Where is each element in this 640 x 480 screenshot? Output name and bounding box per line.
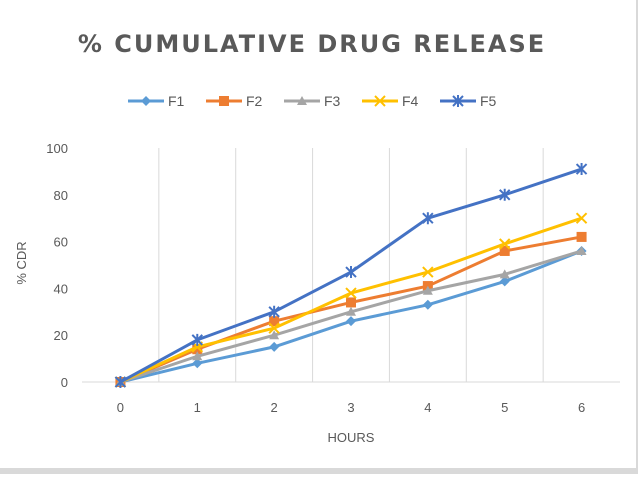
data-point [269,316,280,327]
y-tick-label: 60 [54,235,68,250]
x-tick-label: 6 [578,400,585,415]
y-axis-ticks: 0 20 40 60 80 100 [46,141,68,390]
y-tick-label: 80 [54,188,68,203]
legend-item: F4 [362,93,419,109]
data-point [346,306,356,316]
data-point [191,333,203,346]
data-point [499,238,511,250]
data-point [268,305,280,318]
x-tick-label: 2 [271,400,278,415]
series-layer [114,163,588,388]
data-point [269,341,280,352]
x-tick-label: 5 [501,400,508,415]
legend-item: F3 [284,93,341,109]
data-point [192,358,203,369]
data-point [422,212,434,225]
data-point [575,163,588,176]
data-point [499,269,510,279]
data-point [192,344,203,355]
x-tick-label: 4 [424,400,431,415]
data-point [297,96,307,105]
x-axis-title: HOURS [328,430,375,445]
x-tick-label: 1 [194,400,201,415]
data-point [576,245,587,255]
data-point [576,231,587,242]
data-point [269,330,280,340]
data-point [268,322,280,334]
data-point [192,351,203,361]
y-tick-label: 20 [54,328,68,343]
data-point [345,287,357,299]
data-point [141,96,151,106]
series-f3 [115,245,587,386]
legend-item: F1 [128,93,185,109]
data-point [345,266,357,279]
x-tick-label: 3 [347,400,354,415]
legend-label: F1 [168,93,185,109]
series-f5 [114,163,588,388]
data-point [499,245,510,256]
data-point [114,376,127,388]
legend-label: F5 [480,93,497,109]
legend-item: F2 [206,93,263,109]
chart-title: % CUMULATIVE DRUG RELEASE [77,30,547,58]
data-point [452,95,464,107]
data-point [374,95,386,107]
data-point [575,212,588,224]
legend-label: F3 [324,93,341,109]
legend: F1 F2 F3 F4 F5 [128,93,497,109]
data-point [346,316,356,327]
data-point [346,297,356,308]
data-point [422,285,433,295]
data-point [499,276,510,287]
legend-label: F2 [246,93,263,109]
y-tick-label: 100 [46,141,68,156]
legend-label: F4 [402,93,419,109]
y-tick-label: 0 [61,375,68,390]
data-point [422,299,433,310]
legend-item: F5 [440,93,497,109]
data-point [422,266,434,278]
y-axis-title: % CDR [14,241,29,284]
x-tick-label: 0 [117,400,124,415]
data-point [499,188,511,201]
x-axis-ticks: 0 1 2 3 4 5 6 [117,400,585,415]
y-tick-label: 40 [54,281,68,296]
data-point [219,96,229,106]
